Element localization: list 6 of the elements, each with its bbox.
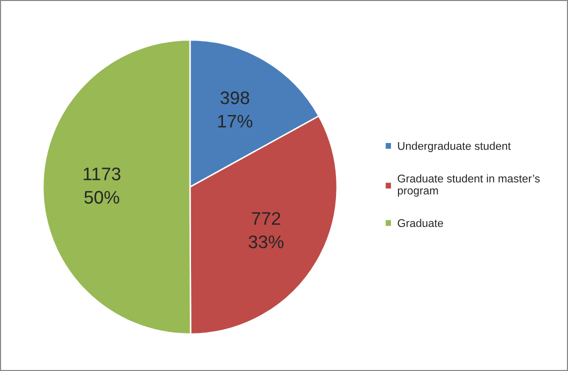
- data-label: 772 33%: [248, 212, 284, 248]
- data-label: 398 17%: [218, 91, 252, 128]
- legend-label: Graduate student in master’s program: [398, 174, 540, 197]
- legend-label: Undergraduate student: [398, 142, 511, 152]
- legend-label: Graduate: [398, 218, 444, 228]
- data-label: 1173 50%: [84, 168, 120, 204]
